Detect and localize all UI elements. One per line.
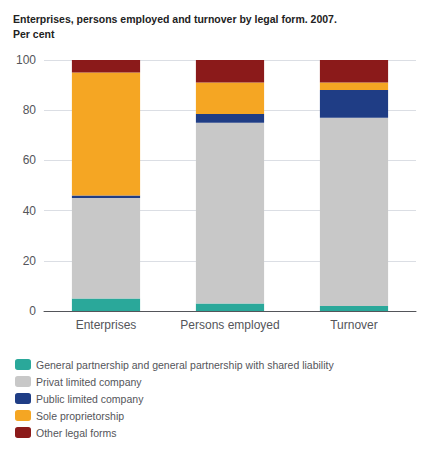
svg-text:Persons employed: Persons employed: [180, 318, 279, 332]
svg-text:100: 100: [16, 53, 36, 67]
svg-text:40: 40: [23, 204, 37, 218]
svg-text:60: 60: [23, 153, 37, 167]
svg-text:80: 80: [23, 103, 37, 117]
svg-text:Turnover: Turnover: [330, 318, 378, 332]
svg-text:Other legal forms: Other legal forms: [36, 427, 117, 439]
svg-text:Enterprises: Enterprises: [76, 318, 137, 332]
svg-text:General partnership and genera: General partnership and general partners…: [36, 359, 334, 371]
svg-text:Public limited company: Public limited company: [36, 393, 144, 405]
svg-text:Per cent: Per cent: [13, 28, 55, 40]
svg-text:Sole proprietorship: Sole proprietorship: [36, 410, 124, 422]
svg-text:Privat limited company: Privat limited company: [36, 376, 142, 388]
svg-text:Enterprises, persons employed: Enterprises, persons employed and turnov…: [13, 13, 337, 25]
svg-text:20: 20: [23, 254, 37, 268]
svg-text:0: 0: [29, 304, 36, 318]
